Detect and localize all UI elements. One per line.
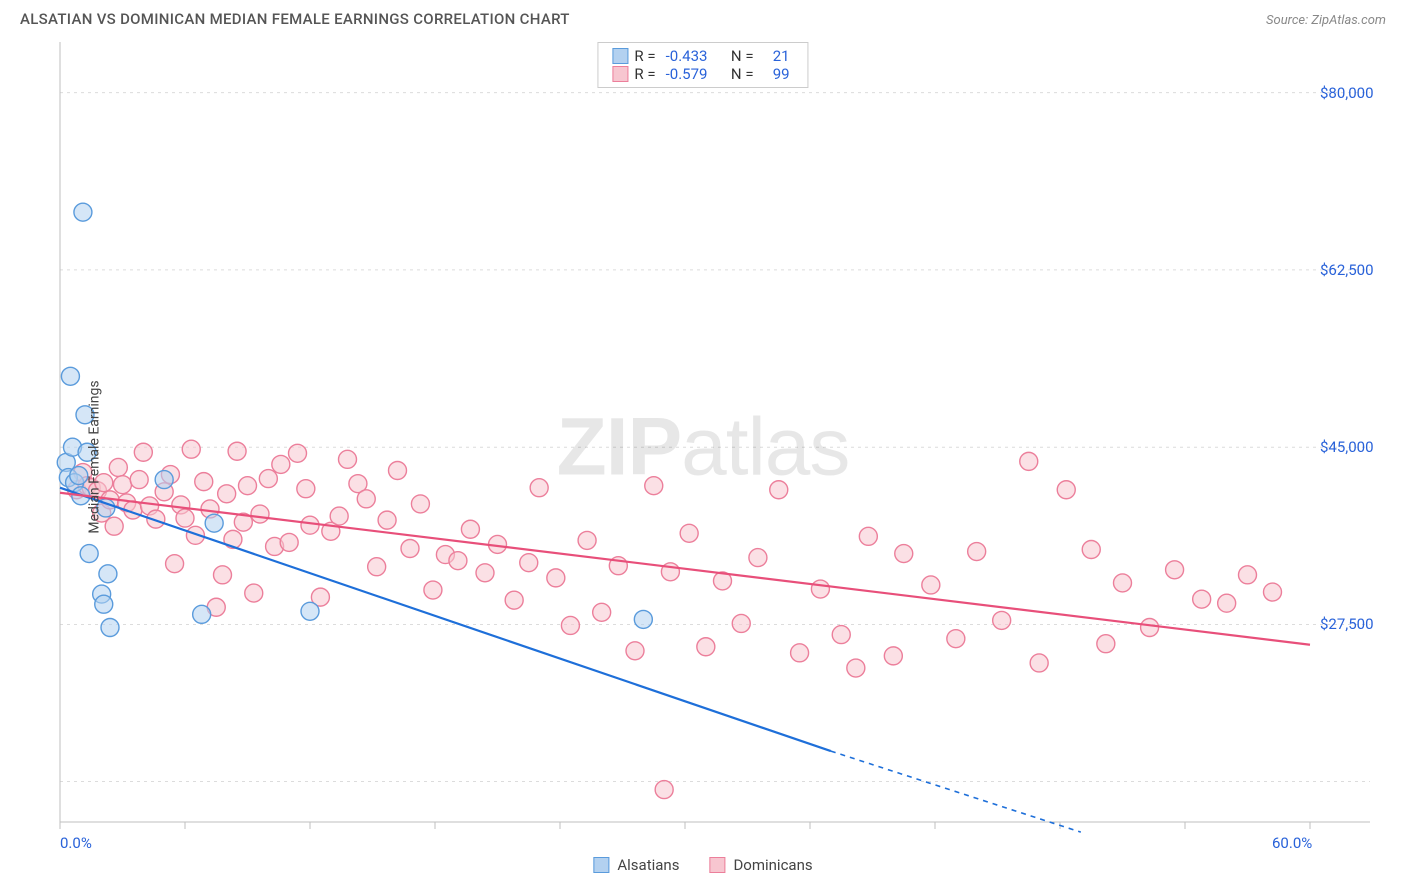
chart-header: ALSATIAN VS DOMINICAN MEDIAN FEMALE EARN…: [10, 10, 1396, 32]
swatch-dominicans: [709, 857, 725, 873]
legend-row-alsatians: R = -0.433 N = 21: [612, 47, 793, 65]
legend-item-alsatians: Alsatians: [593, 856, 679, 874]
swatch-alsatians: [612, 48, 628, 64]
scatter-chart: [10, 32, 1396, 882]
swatch-alsatians: [593, 857, 609, 873]
legend-series: Alsatians Dominicans: [593, 856, 812, 874]
chart-source: Source: ZipAtlas.com: [1266, 13, 1386, 28]
legend-row-dominicans: R = -0.579 N = 99: [612, 65, 793, 83]
chart-area: ZIPatlas Median Female Earnings R = -0.4…: [10, 32, 1396, 882]
chart-title: ALSATIAN VS DOMINICAN MEDIAN FEMALE EARN…: [20, 10, 570, 28]
legend-item-dominicans: Dominicans: [709, 856, 812, 874]
legend-correlation: R = -0.433 N = 21 R = -0.579 N = 99: [597, 42, 808, 88]
swatch-dominicans: [612, 66, 628, 82]
y-axis-label: Median Female Earnings: [87, 380, 103, 533]
